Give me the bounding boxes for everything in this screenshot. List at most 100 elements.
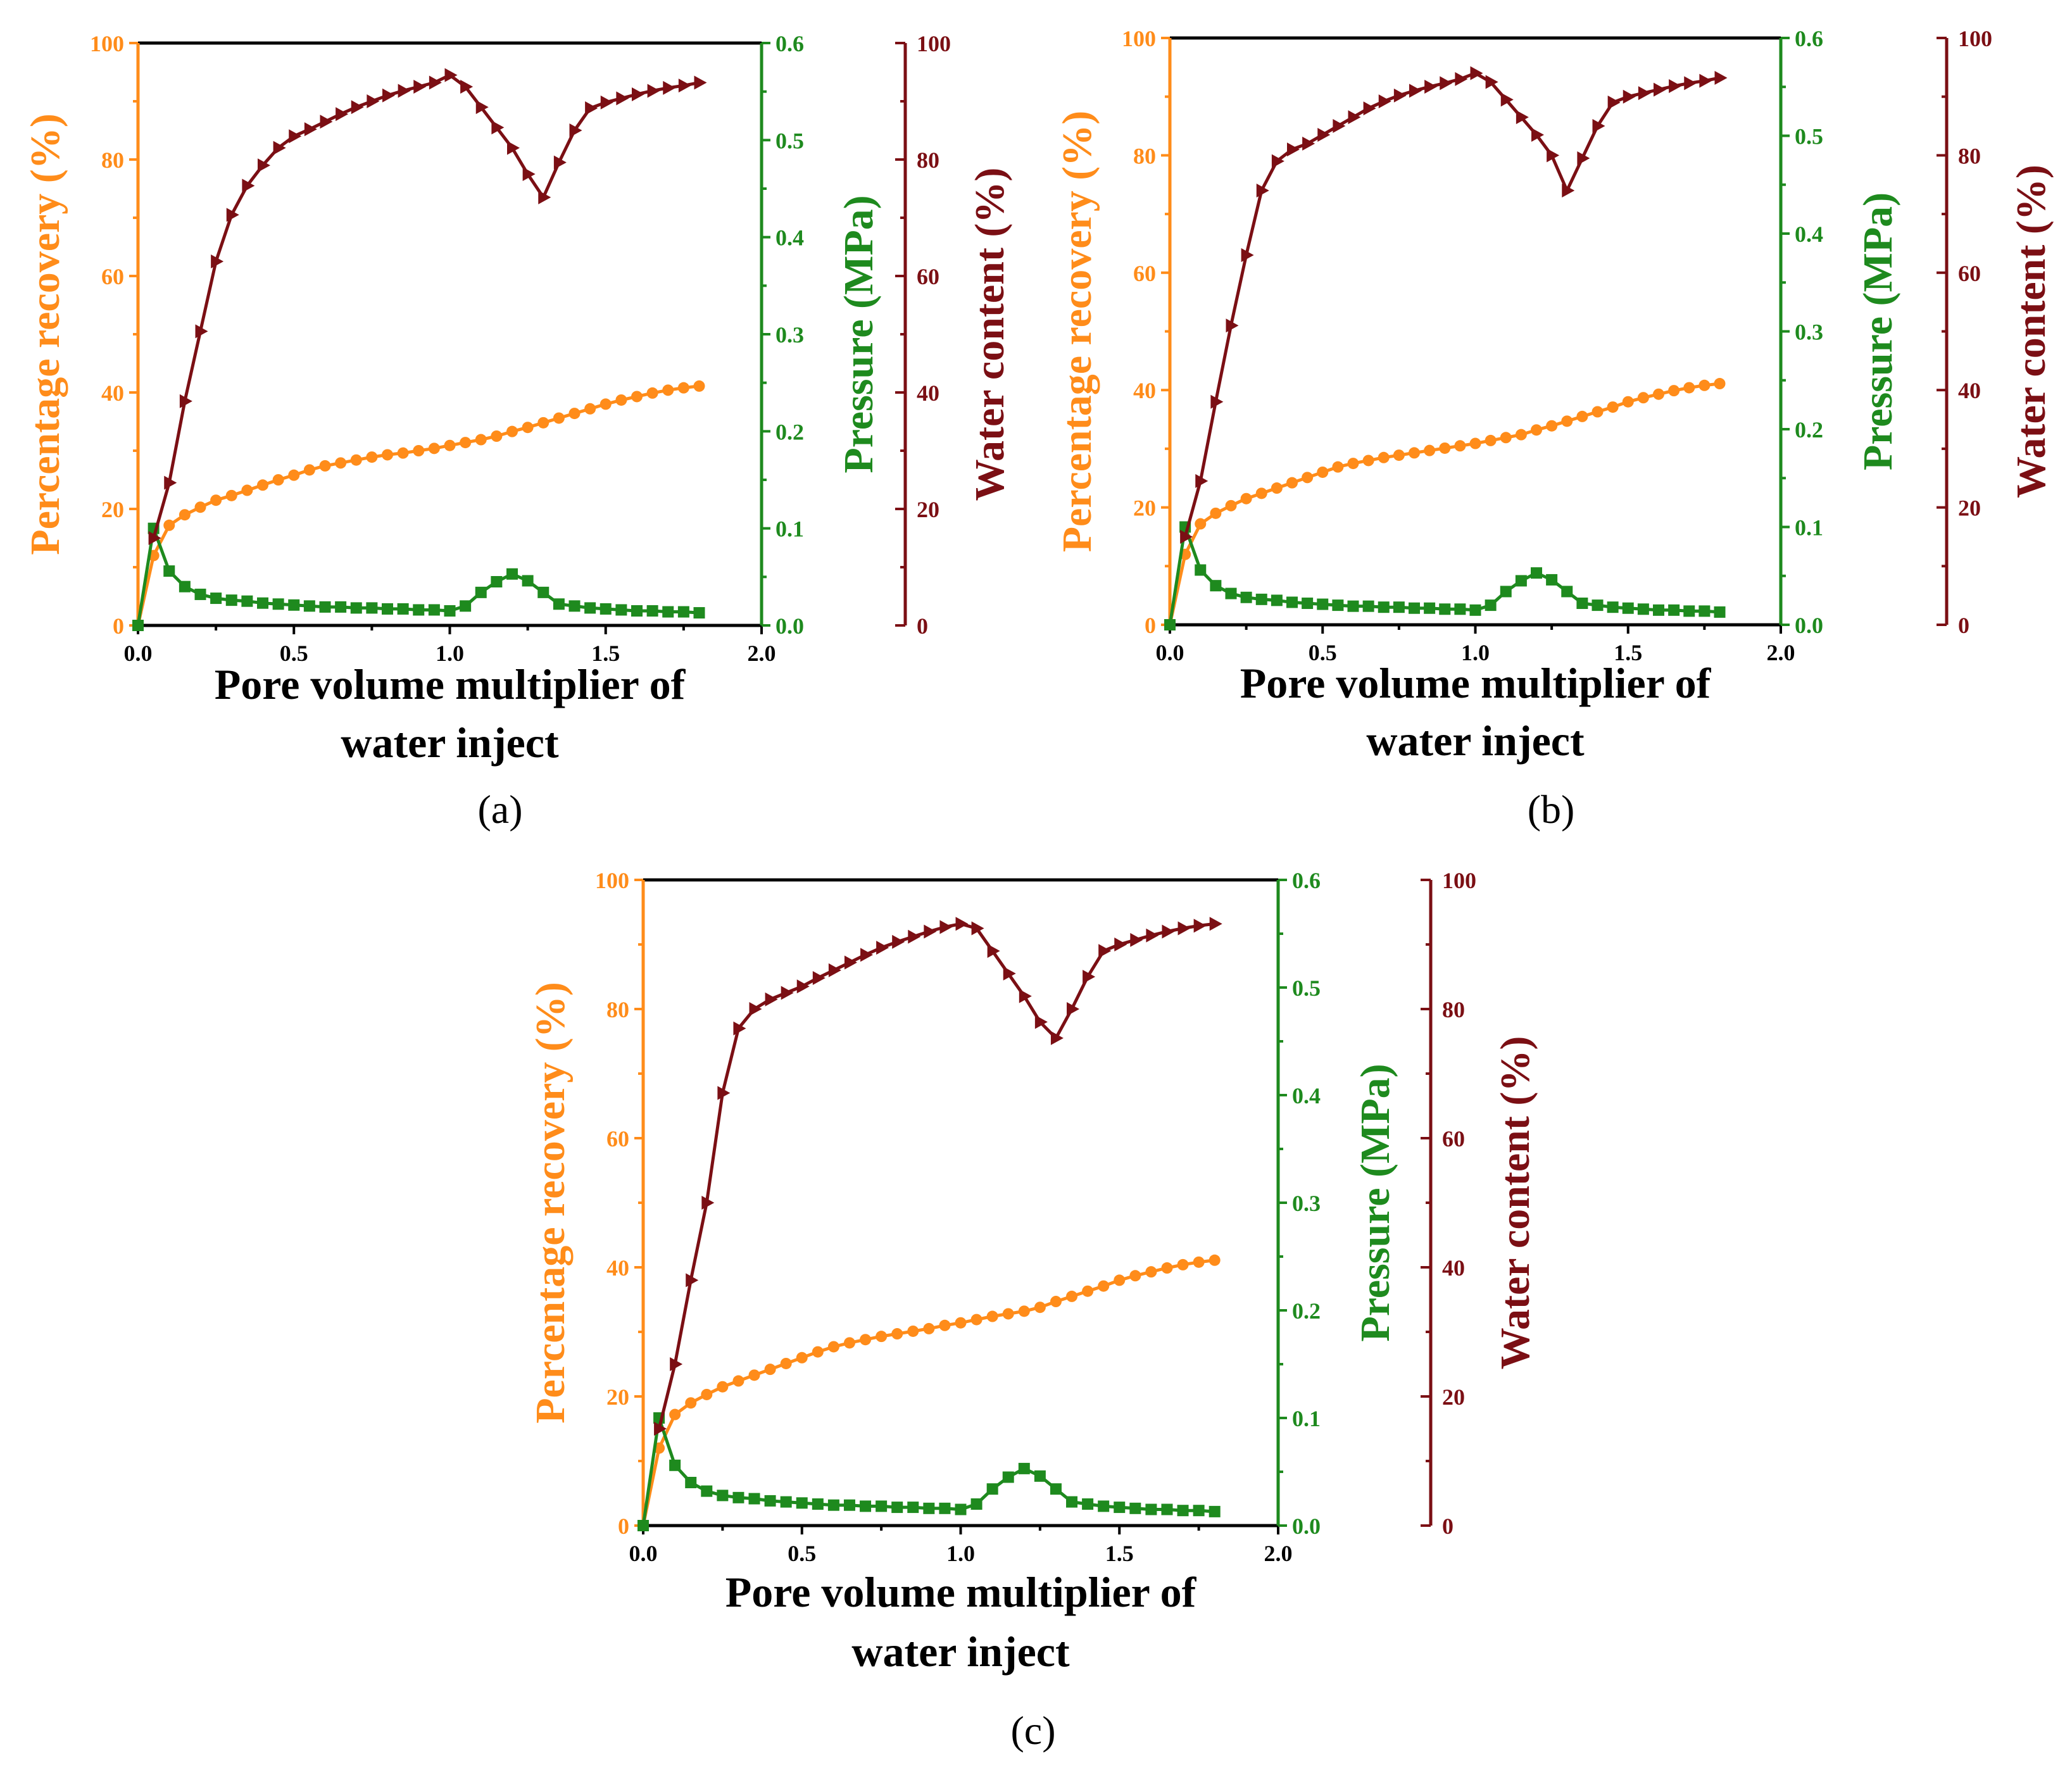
recovery-point [1002,1308,1014,1320]
pressure-point [701,1485,713,1497]
water-point [647,84,660,98]
pressure-point [876,1500,888,1512]
recovery-tick-label: 100 [1122,26,1156,51]
pressure-axis-title: Pressure (MPa) [836,195,882,473]
water-point [812,971,826,986]
water-point [678,78,691,93]
water-point [585,101,598,116]
pressure-tick-label: 0.1 [775,517,804,542]
water-point [1003,966,1016,981]
pressure-point [891,1502,903,1514]
pressure-point [1145,1503,1157,1515]
pressure-point [553,598,565,610]
pressure-point [272,598,284,610]
recovery-point [1271,482,1283,494]
recovery-point [1561,415,1573,427]
water-point [1654,82,1666,97]
water-point [1241,248,1254,262]
recovery-point [693,380,705,392]
water-tick-label: 60 [1958,261,1981,286]
water-point [1500,92,1514,107]
water-point [1193,919,1207,933]
water-point [1162,924,1175,939]
recovery-point [1576,410,1588,422]
water-point [1607,95,1621,110]
recovery-point [1622,396,1634,408]
pressure-tick-label: 0.0 [1795,613,1823,638]
pressure-point [812,1498,824,1510]
water-tick-label: 20 [1958,496,1981,521]
water-tick-label: 100 [917,31,951,56]
water-point [258,158,270,173]
water-point [1050,1031,1064,1045]
recovery-point [1177,1258,1189,1270]
recovery-point [1018,1305,1030,1317]
pressure-point [288,599,300,611]
pressure-point [1393,601,1405,613]
water-point [538,190,551,204]
water-point [1209,917,1222,931]
recovery-point [796,1352,808,1364]
water-point [924,924,937,939]
pressure-point [748,1493,760,1505]
recovery-point [631,391,643,403]
pressure-tick-label: 0.4 [775,225,804,251]
recovery-point [1439,442,1451,454]
water-tick-label: 80 [1958,143,1981,168]
pressure-point [986,1483,998,1495]
water-point [1440,76,1453,91]
recovery-point [1469,437,1481,449]
recovery-point [615,394,627,406]
x-axis-title-line: water inject [341,718,559,767]
pressure-point [1302,598,1314,610]
pressure-point [1332,599,1344,612]
water-tick-label: 40 [1442,1255,1465,1281]
x-tick-label: 1.5 [1105,1541,1134,1566]
pressure-tick-label: 0.2 [1292,1298,1321,1324]
water-point [1333,119,1346,134]
water-point [1348,110,1361,125]
water-point [273,141,286,155]
panel-a: 0.0 0.5 1.0 1.5 2.0 Pore volume multiplier of… [22,31,1013,832]
water-tick-label: 80 [1442,997,1465,1022]
pressure-tick-label: 0.4 [1292,1083,1321,1108]
recovery-point [685,1397,697,1409]
pressure-point [460,600,472,612]
x-tick-label: 1.0 [436,641,464,666]
pressure-point [1317,598,1329,610]
recovery-point [1683,382,1695,394]
x-tick-label: 0.0 [124,641,153,666]
recovery-tick-label: 60 [1133,261,1156,286]
pressure-point [1637,603,1649,615]
pressure-point [1255,593,1267,605]
recovery-point [1050,1296,1062,1308]
x-tick-label: 2.0 [1264,1541,1293,1566]
recovery-point [669,1408,681,1421]
water-point [413,80,427,94]
recovery-tick-label: 40 [1133,378,1156,403]
pressure-point [1698,605,1711,617]
recovery-point [1546,420,1558,432]
water-point [1714,71,1728,85]
recovery-point [907,1325,919,1337]
water-tick-label: 60 [1442,1126,1465,1151]
pressure-point [413,604,425,616]
water-point [195,324,208,339]
recovery-axis-title: Percentage recovery (%) [1054,111,1100,553]
recovery-point [179,509,191,521]
water-point [507,141,520,155]
pressure-point [860,1500,872,1512]
water-tick-label: 0 [917,613,928,639]
water-point [654,1422,667,1436]
pressure-point [1347,600,1359,612]
water-point [1067,1002,1080,1016]
pressure-point [1195,564,1207,576]
panel-b: 0.0 0.5 1.0 1.5 2.0 Pore volume multiplier of… [1054,26,2054,832]
water-axis-title: Water content (%) [1492,1036,1538,1370]
pressure-point [397,603,409,615]
water-point [733,1021,746,1036]
water-point [1083,970,1096,984]
pressure-point [1177,1505,1189,1517]
water-tick-label: 20 [1442,1384,1465,1410]
